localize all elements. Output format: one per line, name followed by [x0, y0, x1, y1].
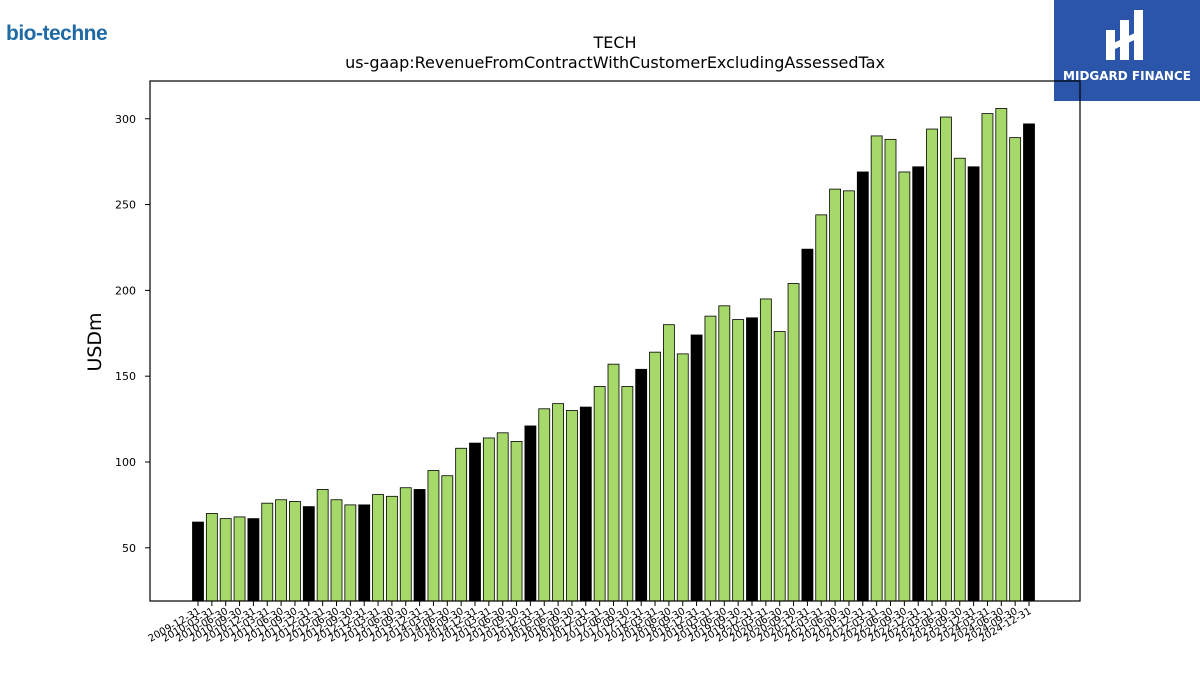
bar-2020-06-30: [773, 331, 786, 602]
bar-2012-06-30: [330, 499, 343, 602]
bar-2019-06-30: [718, 305, 731, 602]
y-axis: 50 100 150 200 250 300: [115, 113, 150, 555]
bar-2014-12-31: [469, 442, 481, 602]
bar-2017-09-30: [621, 386, 634, 602]
midgard-finance-label: MIDGARD FINANCE: [1063, 69, 1191, 83]
bar-2014-03-31: [427, 470, 440, 602]
bar-2020-03-31: [759, 298, 772, 602]
bar-2020-12-31: [801, 248, 814, 602]
bar-2016-09-30: [566, 410, 578, 602]
bar-2013-12-31: [413, 489, 426, 602]
bar-2024-06-30: [995, 108, 1008, 602]
bar-2023-03-31: [926, 128, 938, 602]
bar-2021-06-30: [829, 188, 841, 602]
bar-2022-06-30: [884, 138, 897, 602]
y-tick-label: 250: [115, 199, 136, 212]
bar-2013-09-30: [399, 487, 412, 602]
bar-2022-12-31: [912, 166, 925, 602]
bar-series: [192, 108, 1035, 602]
bar-2011-09-30: [289, 501, 301, 602]
bar-2019-09-30: [732, 319, 745, 602]
bar-2016-06-30: [552, 403, 564, 602]
bar-2017-03-31: [593, 386, 606, 602]
bar-2015-12-31: [524, 425, 537, 602]
plot-frame: [149, 80, 1081, 602]
bar-2010-09-30: [233, 516, 246, 602]
y-tick-label: 200: [115, 284, 136, 297]
x-axis: 2009-12-312010-03-312010-06-302010-09-30…: [147, 601, 1034, 645]
bar-2013-06-30: [385, 495, 398, 602]
bar-2024-03-31: [981, 113, 994, 602]
bar-2015-06-30: [496, 432, 509, 602]
bar-2012-09-30: [344, 504, 357, 602]
bar-2018-06-30: [663, 324, 675, 602]
bar-2021-09-30: [843, 190, 855, 602]
bar-2012-03-31: [316, 489, 329, 602]
bar-2021-12-31: [856, 171, 869, 602]
bar-2018-03-31: [649, 351, 661, 602]
bar-2010-03-31: [205, 513, 218, 602]
bar-2019-12-31: [746, 317, 758, 602]
bar-2022-09-30: [898, 171, 911, 602]
bar-2011-03-31: [261, 502, 274, 602]
y-tick-label: 300: [115, 113, 136, 126]
bar-2024-09-30: [1009, 137, 1022, 602]
y-axis-label: USDm: [84, 312, 106, 371]
bio-techne-logo: bio-techne: [6, 22, 108, 45]
chart-title: TECH: [593, 33, 637, 52]
bar-2023-09-30: [953, 157, 966, 602]
bar-2019-03-31: [704, 315, 717, 602]
bar-2014-09-30: [455, 447, 468, 602]
bar-2011-06-30: [275, 499, 288, 602]
bar-2018-09-30: [676, 353, 689, 602]
midgard-finance-logo: MIDGARD FINANCE: [1054, 0, 1200, 101]
bar-2023-12-31: [967, 166, 980, 602]
midgard-mark-icon: [1106, 10, 1143, 60]
y-tick-label: 50: [122, 542, 136, 555]
bar-2021-03-31: [815, 214, 828, 602]
bar-2009-12-31: [192, 521, 204, 602]
bar-2022-03-31: [870, 135, 883, 602]
bar-2012-12-31: [358, 504, 371, 602]
bar-2024-12-31: [1023, 123, 1035, 602]
bar-2016-12-31: [579, 406, 592, 602]
bar-2023-06-30: [940, 116, 952, 602]
bar-2015-09-30: [510, 440, 523, 602]
bar-2015-03-31: [482, 437, 495, 602]
chart-subtitle: us-gaap:RevenueFromContractWithCustomerE…: [345, 53, 885, 72]
bar-2018-12-31: [690, 334, 703, 602]
bar-2020-09-30: [787, 283, 800, 602]
bar-2013-03-31: [372, 494, 384, 602]
bar-2017-06-30: [607, 363, 620, 602]
bar-2014-06-30: [441, 475, 454, 602]
y-tick-label: 100: [115, 456, 136, 469]
y-tick-label: 150: [115, 370, 136, 383]
bar-2017-12-31: [635, 368, 648, 602]
bar-2010-12-31: [247, 518, 260, 602]
bar-2016-03-31: [538, 408, 551, 602]
bar-2010-06-30: [219, 518, 232, 602]
bar-2011-12-31: [302, 506, 315, 602]
